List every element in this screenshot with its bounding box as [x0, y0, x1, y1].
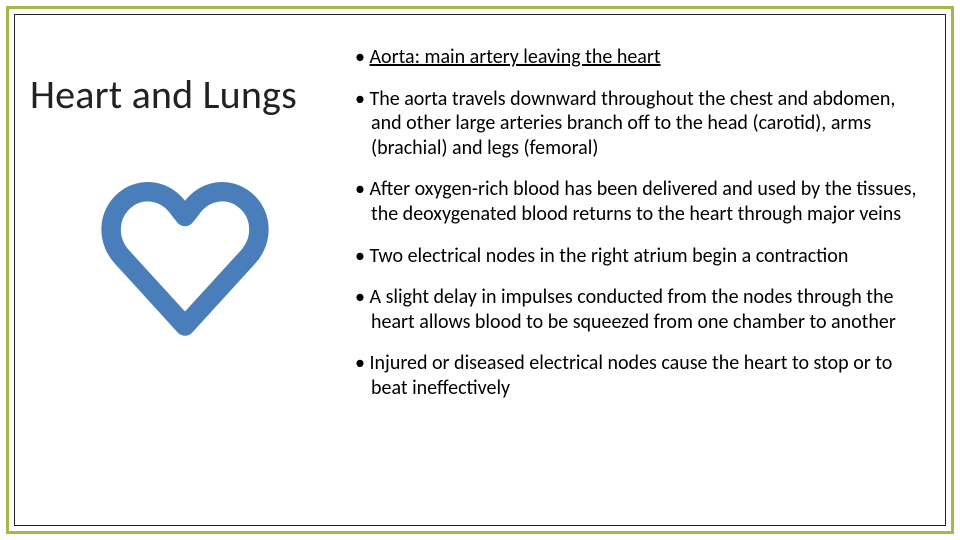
slide: Heart and Lungs Aorta: main artery leavi…: [0, 0, 960, 540]
slide-title: Heart and Lungs: [30, 70, 297, 119]
bullet-item: The aorta travels downward throughout th…: [355, 87, 930, 161]
heart-outline-icon: [95, 170, 275, 350]
bullet-text: Aorta: main artery leaving the heart: [369, 45, 660, 69]
bullet-text: A slight delay in impulses conducted fro…: [369, 285, 895, 334]
bullet-item: Two electrical nodes in the right atrium…: [355, 244, 930, 269]
bullet-text: The aorta travels downward throughout th…: [369, 87, 895, 160]
bullet-text: Injured or diseased electrical nodes cau…: [369, 351, 892, 400]
bullet-text: Two electrical nodes in the right atrium…: [369, 244, 848, 268]
bullet-item: Aorta: main artery leaving the heart: [355, 45, 930, 70]
bullet-text: After oxygen-rich blood has been deliver…: [369, 177, 916, 226]
bullet-item: A slight delay in impulses conducted fro…: [355, 285, 930, 334]
bullet-item: Injured or diseased electrical nodes cau…: [355, 351, 930, 400]
bullet-item: After oxygen-rich blood has been deliver…: [355, 177, 930, 226]
bullet-list: Aorta: main artery leaving the heart The…: [355, 45, 930, 518]
